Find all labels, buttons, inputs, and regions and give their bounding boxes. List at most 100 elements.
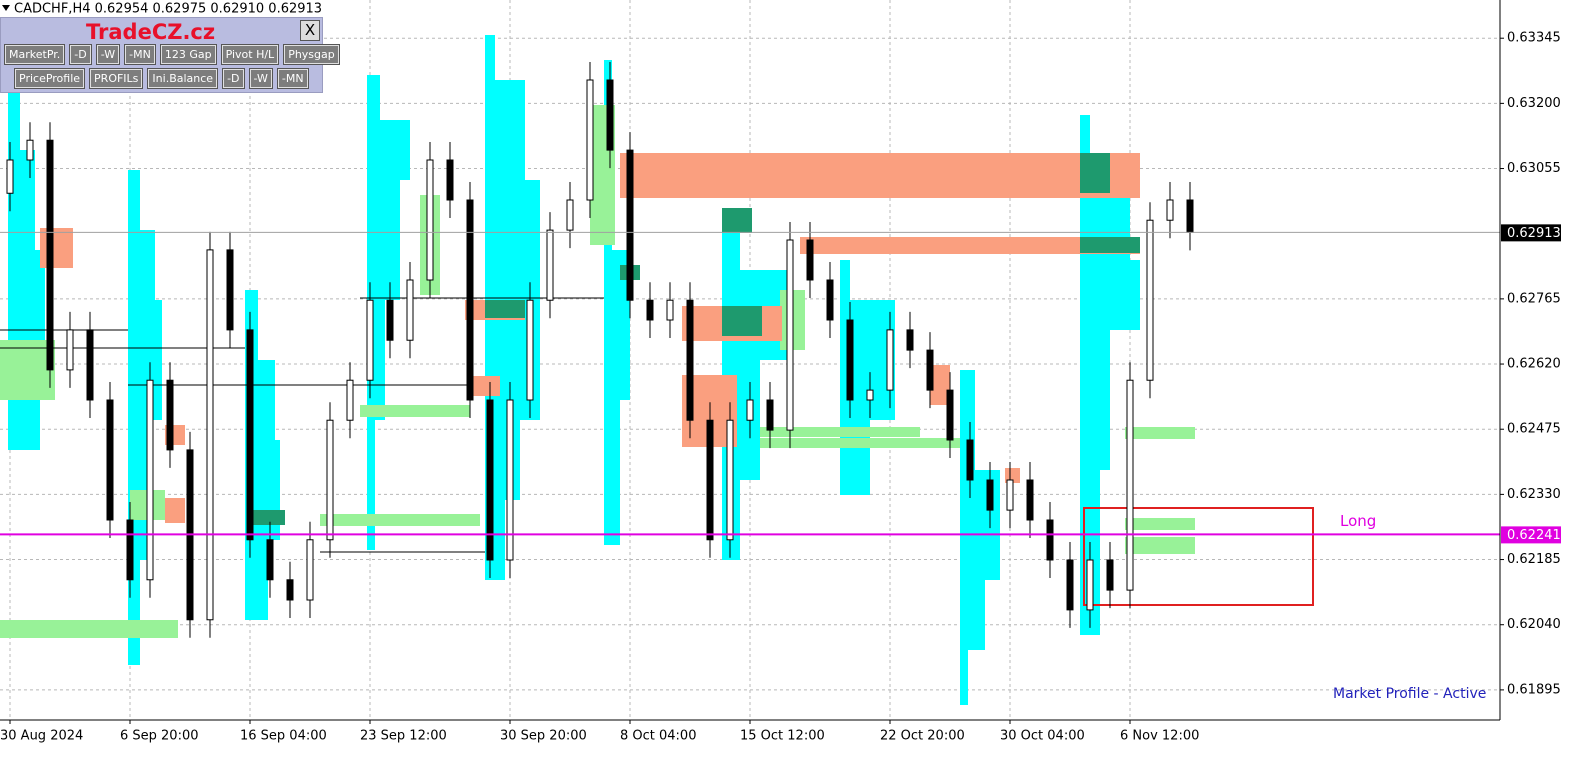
panel-button[interactable]: Pivot H/L <box>220 44 280 65</box>
panel-button[interactable]: PROFILs <box>89 68 144 89</box>
candle-body <box>1106 559 1114 591</box>
panel-button[interactable]: -W <box>95 44 121 65</box>
candle-body <box>86 329 94 401</box>
candle-body <box>66 329 74 371</box>
candle-body <box>106 399 114 521</box>
candle-body <box>1086 559 1094 611</box>
y-tick-label: 0.62185 <box>1507 552 1561 567</box>
candle-body <box>566 199 574 231</box>
candle-body <box>486 399 494 561</box>
last-price-label: 0.62913 <box>1507 226 1561 241</box>
candle-body <box>26 139 34 161</box>
panel-button[interactable]: MarketPr. <box>3 44 66 65</box>
x-tick-label: 8 Oct 04:00 <box>620 729 696 744</box>
candle-body <box>906 329 914 351</box>
candle-body <box>286 579 294 601</box>
candle-body <box>1126 379 1134 591</box>
candle-body <box>506 399 514 561</box>
candle-body <box>1066 559 1074 611</box>
level-value-label: 0.62241 <box>1507 528 1561 543</box>
x-tick-label: 30 Sep 20:00 <box>500 729 587 744</box>
candle-body <box>446 159 454 201</box>
y-tick-label: 0.61895 <box>1507 682 1561 697</box>
candle-body <box>726 419 734 541</box>
candle-body <box>626 149 634 301</box>
candle-body <box>766 399 774 431</box>
candle-body <box>246 329 254 541</box>
candle-body <box>1006 479 1014 511</box>
candle-body <box>46 139 54 371</box>
candle-body <box>166 379 174 451</box>
x-tick-label: 15 Oct 12:00 <box>740 729 825 744</box>
candle-body <box>386 299 394 341</box>
candle-body <box>346 379 354 421</box>
y-tick-label: 0.63055 <box>1507 161 1561 176</box>
panel-button[interactable]: PriceProfile <box>13 68 86 89</box>
candle-body <box>966 439 974 481</box>
candle-body <box>826 279 834 321</box>
x-tick-label: 30 Aug 2024 <box>0 729 83 744</box>
candle-body <box>706 419 714 541</box>
candle-body <box>1026 479 1034 521</box>
last-price-tag <box>1501 224 1561 242</box>
candle-body <box>546 229 554 301</box>
panel-button[interactable]: -MN <box>276 68 309 89</box>
candle-body <box>586 79 594 201</box>
candle-body <box>526 299 534 401</box>
x-tick-label: 23 Sep 12:00 <box>360 729 447 744</box>
candle-body <box>266 539 274 581</box>
header-arrow <box>2 5 10 11</box>
panel-button[interactable]: Ini.Balance <box>147 68 219 89</box>
candle-body <box>746 399 754 421</box>
y-tick-label: 0.62620 <box>1507 357 1561 372</box>
close-button[interactable]: X <box>300 20 320 41</box>
x-tick-label: 16 Sep 04:00 <box>240 729 327 744</box>
level-name: Long <box>1340 512 1376 530</box>
panel-button[interactable]: -MN <box>124 44 156 65</box>
candle-body <box>926 349 934 391</box>
candle-body <box>866 389 874 401</box>
candle-body <box>406 279 414 341</box>
candle-body <box>946 389 954 441</box>
candle-body <box>606 79 614 151</box>
candle-body <box>1166 199 1174 221</box>
candle-body <box>646 299 654 321</box>
candle-body <box>786 239 794 431</box>
candle-body <box>206 249 214 621</box>
y-tick-label: 0.62330 <box>1507 487 1561 502</box>
header-bg <box>0 0 330 17</box>
button-row: MarketPr. -D -W -MN 123 Gap Pivot H/L Physgap <box>3 44 340 65</box>
candle-body <box>986 479 994 511</box>
y-tick-label: 0.63345 <box>1507 31 1561 46</box>
candle-body <box>466 199 474 401</box>
candle-body <box>226 249 234 331</box>
panel-button[interactable]: 123 Gap <box>159 44 217 65</box>
x-tick-label: 6 Nov 12:00 <box>1120 729 1199 744</box>
candle-body <box>1046 519 1054 561</box>
x-tick-label: 30 Oct 04:00 <box>1000 729 1085 744</box>
candle-body <box>126 519 134 581</box>
candle-body <box>366 299 374 381</box>
brand: TradeCZ.cz <box>86 20 216 44</box>
candle-body <box>326 419 334 541</box>
panel-button[interactable]: -W <box>248 68 273 89</box>
candle-body <box>886 329 894 391</box>
chart-title: CADCHF,H4 0.62954 0.62975 0.62910 0.6291… <box>14 2 322 17</box>
annotation: Market Profile - Active <box>1333 686 1486 702</box>
x-tick-label: 6 Sep 20:00 <box>120 729 199 744</box>
candle-body <box>1146 219 1154 381</box>
y-tick-label: 0.62765 <box>1507 291 1561 306</box>
button-row: PriceProfile PROFILs Ini.Balance -D -W -MN <box>13 68 309 89</box>
y-tick-label: 0.62475 <box>1507 422 1561 437</box>
candle-body <box>426 159 434 281</box>
panel-button[interactable]: Physgap <box>283 44 340 65</box>
candle-body <box>666 299 674 321</box>
market-profiles <box>0 35 1314 705</box>
candle-body <box>1186 199 1194 233</box>
candle-body <box>846 319 854 401</box>
marks-layer <box>0 62 1500 638</box>
y-tick-label: 0.62040 <box>1507 617 1561 632</box>
panel-button[interactable]: -D <box>69 44 92 65</box>
panel-button[interactable]: -D <box>222 68 245 89</box>
